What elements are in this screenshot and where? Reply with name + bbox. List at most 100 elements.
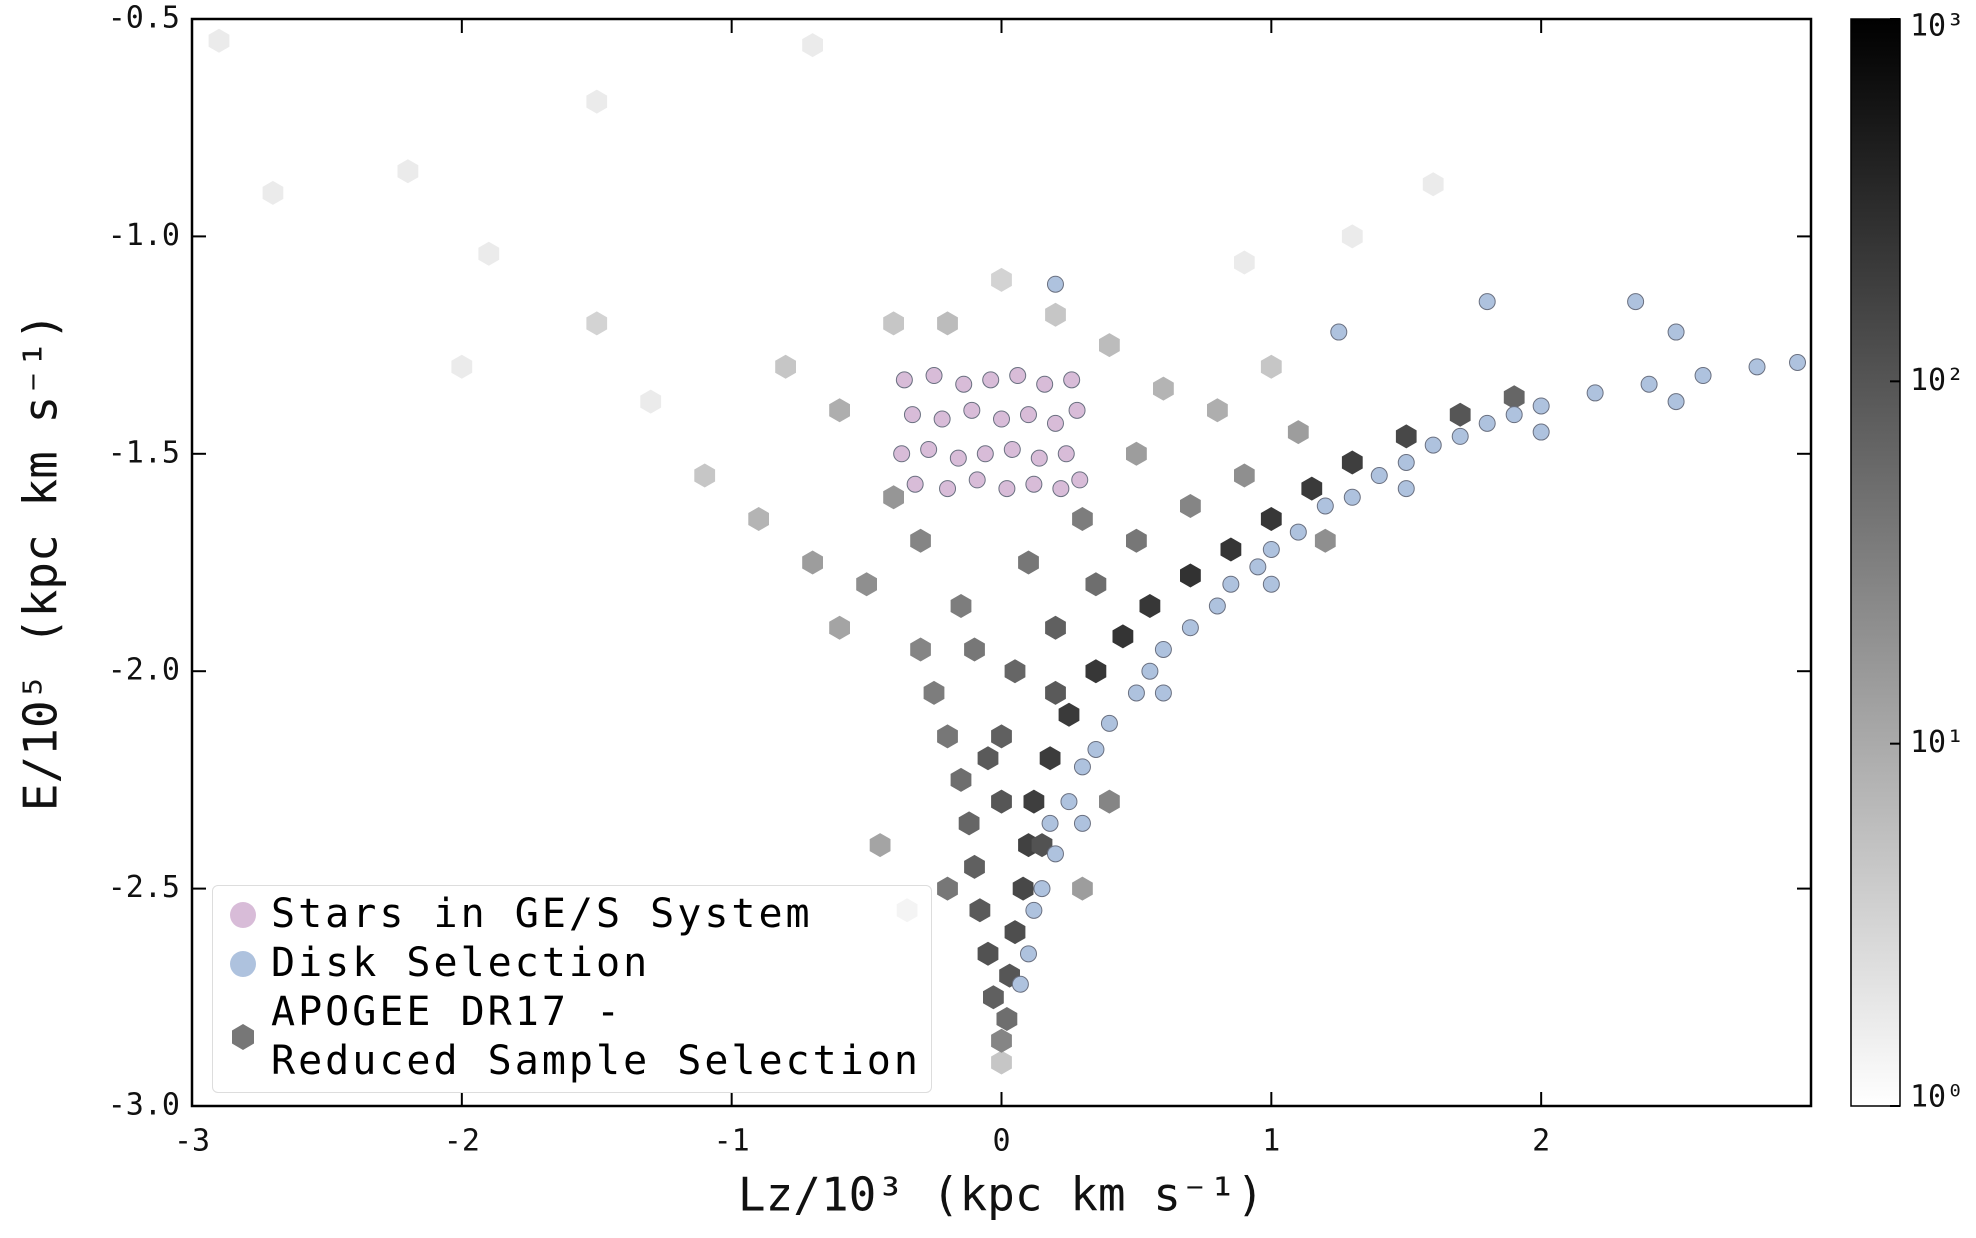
scatter-point [1789,353,1807,371]
hexbin-cell [802,33,823,58]
hexbin-cell [1301,476,1323,501]
hexbin-cell [1314,528,1336,553]
scatter-point [1343,488,1361,506]
legend: Stars in GE/S System Disk Selection APOGEE… [212,885,932,1093]
legend-item: APOGEE DR17 - Reduced Sample Selection [221,988,927,1086]
scatter-point [906,475,924,493]
scatter-point [1478,293,1496,311]
hexbin-cell [964,637,985,662]
scatter-point [1451,427,1469,445]
hexbin-cell [996,1007,1018,1031]
scatter-point [1640,375,1658,393]
scatter-point [1262,575,1280,593]
hexbin-cell [950,767,972,792]
hexbin-cell [1287,420,1309,445]
scatter-point [982,371,1000,389]
hexbin-cell [1180,494,1201,518]
hexbin-cell [1207,398,1228,423]
scatter-point [1208,597,1226,615]
scatter-point [1009,367,1027,385]
legend-item: Disk Selection [221,939,927,988]
scatter-point [998,480,1016,498]
colorbar-tick-label: 10³ [1910,9,1964,44]
y-tick-label: -0.5 [108,1,180,36]
scatter-point [949,449,967,467]
hexbin-cell [969,898,991,923]
scatter-point [1667,393,1685,411]
scatter-point [1011,975,1029,993]
hexbin-cell [958,811,980,836]
hexbin-cell [1085,659,1107,684]
hexbin-cell [1012,876,1034,901]
hexbin-cell [802,550,823,575]
hexbin-cell [775,354,796,379]
scatter-point [1068,401,1086,419]
hexbin-cell [1422,172,1444,197]
hexbin-cell [694,463,716,488]
hexbin-cell [1072,507,1093,531]
hexbin-cell [829,615,850,640]
scatter-point [1019,945,1037,963]
scatter-point [955,375,973,393]
scatter-point [1249,558,1267,576]
hexbin-cell [991,267,1012,292]
y-tick-label: -3.0 [108,1088,180,1123]
scatter-point [1478,414,1496,432]
hexbin-cell [829,398,850,423]
scatter-point [1073,758,1091,776]
hexbin-cell [937,311,958,336]
hexbin-cell [1139,594,1161,618]
scatter-point [939,480,957,498]
scatter-point [1057,445,1075,463]
scatter-point [1370,467,1388,485]
y-axis-label: E/10⁵ (kpc km s⁻¹) [14,313,68,812]
scatter-point [963,401,981,419]
hexbin-cell [1153,376,1174,401]
scatter-point [1586,384,1604,402]
scatter-point [1154,684,1172,702]
scatter-point [1141,662,1159,680]
scatter-point [1330,323,1348,341]
hexbin-cell [1085,572,1107,597]
legend-swatch [221,1022,265,1052]
hexbin-cell [950,594,972,618]
scatter-point [1154,640,1172,658]
scatter-point [1748,358,1766,376]
hexbin-cell [1004,920,1026,945]
scatter-point [903,406,921,424]
colorbar-tick-label: 10⁰ [1910,1080,1964,1115]
legend-label: APOGEE DR17 - Reduced Sample Selection [271,989,921,1084]
scatter-point [1046,275,1064,293]
hexbin-cell [1126,441,1147,466]
hexbin-cell [1395,424,1417,449]
hexbin-cell [1341,450,1363,475]
y-tick-label: -1.0 [108,218,180,253]
scatter-point [1060,793,1078,811]
colorbar [1850,18,1901,1107]
hexbin-cell [991,789,1012,814]
scatter-point [1033,880,1051,898]
hexbin-cell [991,1028,1012,1053]
hexbin-cell [883,485,904,510]
hexbin-cell [977,746,999,771]
hexbin-cell [1234,463,1255,488]
hexbin-cell [586,311,608,336]
scatter-point [993,410,1010,428]
hexbin-cell [1072,876,1093,901]
scatter-point [1532,397,1550,415]
hexbin-cell [1112,624,1134,649]
scatter-point [920,440,938,458]
hexbin-cell [883,311,904,336]
legend-label: Disk Selection [271,940,651,986]
hexbin-cell [1045,680,1066,705]
hexbin-cell [1004,659,1026,684]
scatter-point [1073,814,1091,832]
y-tick-label: -2.5 [108,870,180,905]
x-tick-label: -3 [174,1124,210,1159]
scatter-point [1222,575,1240,593]
hexbin-cell [991,1050,1012,1075]
scatter-point [1046,414,1064,432]
legend-swatch [221,949,265,979]
scatter-point [1100,714,1118,732]
